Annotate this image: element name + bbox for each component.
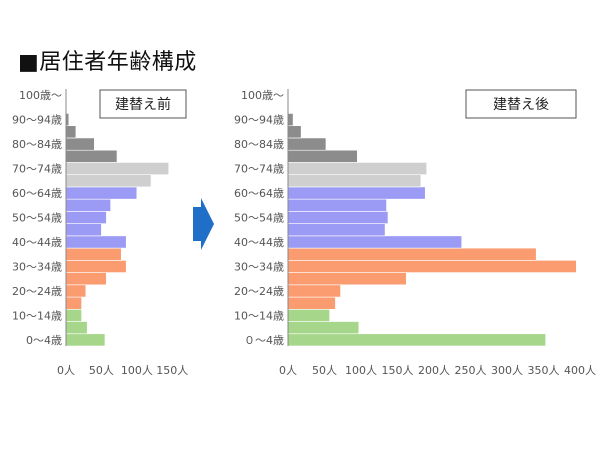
bar-left-9 (65, 223, 102, 237)
x-tick-label-left-0: 0人 (57, 364, 75, 377)
bar-right-17 (287, 125, 302, 139)
y-tick-label-left-10: 50～54歳 (12, 212, 62, 225)
bar-right-4 (287, 284, 341, 298)
x-tick-label-left-3: 150人 (156, 364, 188, 377)
bar-left-15 (65, 149, 118, 163)
y-tick-label-left-2: 10～14歳 (12, 309, 62, 322)
y-tick-label-right-8: 40～44歳 (234, 236, 284, 249)
x-tick-label-right-8: 400人 (564, 364, 596, 377)
panel-label-box-left (99, 89, 187, 119)
bar-left-17 (65, 125, 77, 139)
x-tick-label-right-5: 250人 (455, 364, 487, 377)
panel-label-right: 建替え後 (493, 97, 549, 113)
bar-left-2 (65, 308, 82, 322)
x-tick-label-right-6: 300人 (491, 364, 523, 377)
bar-right-5 (287, 272, 407, 286)
bar-left-10 (65, 211, 107, 224)
x-tick-label-right-3: 150人 (382, 364, 414, 377)
arrow-right-icon (193, 198, 214, 250)
bar-right-9 (287, 223, 386, 237)
bar-left-5 (65, 272, 107, 286)
y-tick-label-right-16: 80～84歳 (234, 138, 284, 151)
x-tick-label-left-2: 100人 (121, 364, 153, 377)
x-tick-label-right-2: 100人 (345, 364, 377, 377)
y-tick-label-left-20: 100歳～ (19, 89, 62, 102)
x-tick-label-right-4: 200人 (418, 364, 450, 377)
bar-right-0 (287, 333, 546, 347)
bar-right-2 (287, 308, 330, 322)
x-tick-label-right-0: 0人 (279, 364, 297, 377)
bar-left-16 (65, 137, 95, 151)
bar-left-8 (65, 235, 127, 249)
bar-right-1 (287, 321, 360, 335)
y-tick-label-left-12: 60～64歳 (12, 187, 62, 200)
bar-right-12 (287, 186, 426, 200)
bar-left-0 (65, 333, 106, 347)
y-tick-label-right-10: 50～54歳 (234, 212, 284, 225)
y-tick-label-left-0: 0～4歳 (26, 334, 62, 347)
page-title: ■居住者年齢構成 (18, 50, 197, 75)
bar-right-15 (287, 149, 358, 163)
y-tick-label-right-0: ０～4歳 (244, 334, 284, 347)
bar-right-3 (287, 296, 336, 310)
y-tick-label-right-20: 100歳～ (241, 89, 284, 102)
bar-left-4 (65, 284, 87, 298)
panel-label-left: 建替え前 (115, 96, 171, 113)
y-tick-label-left-6: 30～34歳 (12, 260, 62, 273)
y-tick-label-left-14: 70～74歳 (12, 163, 62, 176)
bar-right-16 (287, 137, 327, 151)
bar-left-1 (65, 321, 88, 335)
y-tick-label-right-6: 30～34歳 (234, 260, 284, 273)
y-tick-label-left-4: 20～24歳 (12, 285, 62, 298)
bar-right-14 (287, 162, 427, 175)
y-tick-label-right-4: 20～24歳 (234, 285, 284, 298)
y-tick-label-right-18: 90～94歳 (234, 114, 284, 127)
chart-panel-right: ０～4歳 10～14歳 20～24歳 30～34歳 40～44歳 50～54歳 60～64歳… (234, 89, 596, 377)
x-tick-label-left-1: 50人 (89, 364, 114, 377)
y-tick-label-left-18: 90～94歳 (12, 114, 62, 127)
x-tick-label-right-1: 50人 (312, 364, 337, 377)
bar-left-14 (65, 162, 170, 175)
y-tick-label-right-12: 60～64歳 (234, 187, 284, 200)
bar-right-7 (287, 247, 537, 261)
bar-right-11 (287, 198, 387, 212)
bar-left-11 (65, 198, 111, 212)
bar-left-6 (65, 260, 127, 273)
y-tick-label-right-2: 10～14歳 (234, 309, 284, 322)
bar-left-7 (65, 247, 122, 261)
y-tick-label-left-8: 40～44歳 (12, 236, 62, 249)
bar-right-10 (287, 211, 389, 224)
bar-left-12 (65, 186, 138, 200)
bar-left-3 (65, 296, 82, 310)
bar-right-18 (287, 113, 294, 127)
bar-right-8 (287, 235, 463, 249)
x-tick-label-right-7: 350人 (528, 364, 560, 377)
bar-left-13 (65, 174, 152, 188)
panel-label-box-right (465, 89, 577, 119)
y-tick-label-left-16: 80～84歳 (12, 138, 62, 151)
y-tick-label-right-14: 70～74歳 (234, 163, 284, 176)
bar-right-13 (287, 174, 422, 188)
chart-panel-left: 0～4歳 10～14歳 20～24歳 30～34歳 40～44歳 50～54歳 60～64歳… (12, 89, 188, 377)
bar-right-6 (287, 260, 577, 273)
